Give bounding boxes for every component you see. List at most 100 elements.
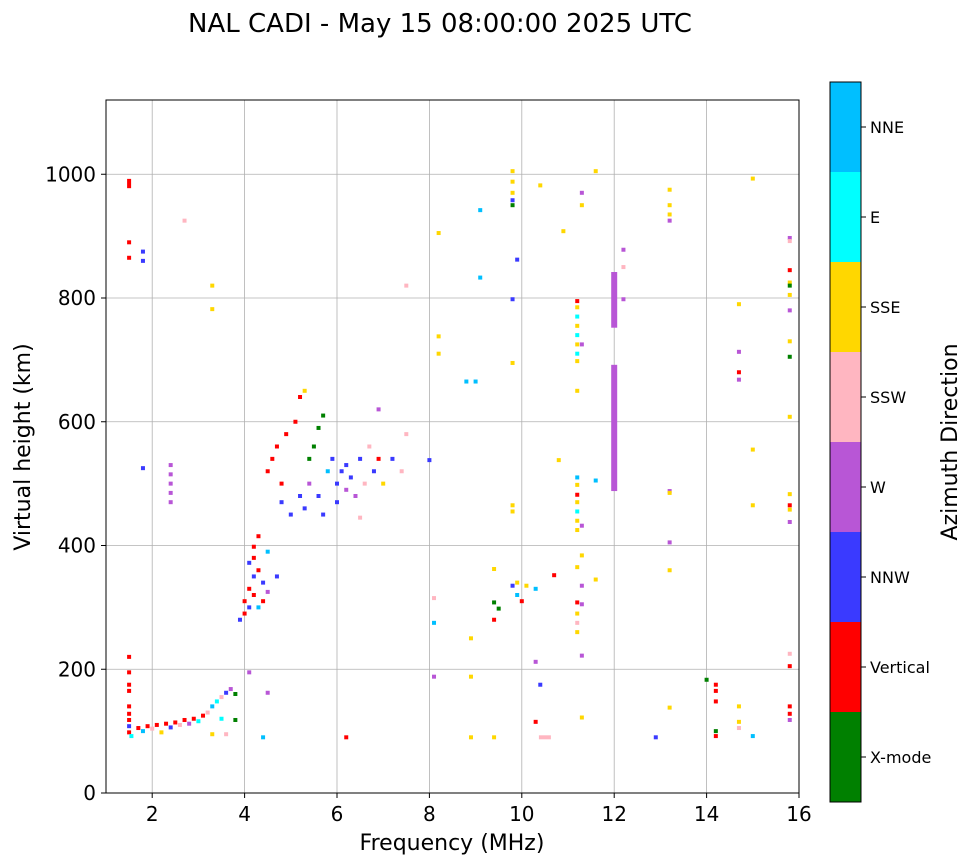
echo-point [274, 574, 279, 579]
x-tick-label: 14 [694, 802, 719, 826]
echo-point [787, 519, 792, 524]
echo-point [376, 456, 381, 461]
echo-point [579, 342, 584, 347]
echo-point [750, 503, 755, 508]
echo-point [713, 729, 718, 734]
plot-area [106, 100, 799, 793]
echo-point [510, 169, 515, 174]
echo-point [556, 458, 561, 463]
echo-point [579, 602, 584, 607]
echo-point [288, 512, 293, 517]
echo-point [515, 257, 520, 262]
y-axis-ticks: 0 200 400 600 800 1000 [45, 162, 106, 805]
echo-point [339, 469, 344, 474]
echo-point [205, 710, 210, 715]
echo-point [210, 704, 215, 709]
echo-point [145, 724, 150, 729]
echo-point [667, 218, 672, 223]
colorbar-segment [830, 622, 861, 712]
echo-point [468, 636, 473, 641]
echo-point [538, 682, 543, 687]
echo-point [335, 500, 339, 505]
echo-point [533, 586, 538, 591]
echo-point [251, 544, 256, 549]
x-tick-label: 10 [509, 802, 534, 826]
echo-bar [611, 364, 618, 492]
echo-point [358, 515, 363, 520]
echo-point [348, 475, 353, 480]
echo-point [302, 388, 307, 393]
x-tick-label: 2 [146, 802, 159, 826]
x-tick-label: 8 [423, 802, 436, 826]
echo-point [261, 580, 266, 585]
echo-point [750, 447, 755, 452]
echo-point [224, 732, 229, 737]
colorbar-tick-label: SSE [870, 298, 900, 317]
echo-point [376, 407, 381, 412]
echo-point [265, 690, 270, 695]
echo-point [464, 379, 469, 384]
echo-point [168, 500, 173, 505]
echo-point [575, 565, 580, 570]
echo-point [787, 354, 792, 359]
echo-point [362, 481, 367, 486]
echo-point [140, 258, 145, 263]
colorbar-segment [830, 172, 861, 262]
echo-point [127, 717, 132, 722]
echo-point [298, 395, 303, 399]
echo-point [575, 611, 580, 616]
echo-point [316, 425, 321, 430]
echo-point [436, 351, 441, 356]
echo-point [575, 630, 580, 635]
x-tick-label: 16 [786, 802, 811, 826]
echo-point [159, 730, 164, 735]
echo-point [552, 573, 557, 578]
echo-point [653, 735, 658, 740]
echo-point [256, 568, 261, 573]
echo-point [468, 735, 473, 740]
colorbar-tick-label: W [870, 478, 886, 497]
echo-point [579, 190, 584, 195]
x-tick-label: 4 [238, 802, 251, 826]
echo-point [579, 583, 584, 588]
chart-title: NAL CADI - May 15 08:00:00 2025 UTC [188, 9, 692, 39]
echo-point [736, 302, 741, 307]
x-axis-label: Frequency (MHz) [360, 831, 545, 856]
colorbar-tick-label: SSW [870, 388, 906, 407]
echo-point [575, 359, 580, 364]
echo-point [621, 297, 626, 302]
echo-point [787, 492, 792, 497]
echo-point [750, 734, 755, 739]
echo-point [575, 333, 580, 338]
echo-point [427, 458, 432, 463]
echo-point [228, 687, 233, 692]
echo-point [140, 249, 145, 254]
echo-point [321, 413, 326, 418]
echo-point [247, 560, 252, 565]
echo-point [787, 717, 792, 722]
echo-point [515, 580, 520, 585]
echo-point [704, 677, 709, 682]
echo-point [140, 466, 145, 471]
echo-point [593, 577, 598, 582]
echo-points [127, 169, 792, 740]
echo-point [510, 509, 515, 514]
echo-point [224, 690, 229, 695]
echo-point [621, 265, 626, 270]
echo-point [168, 472, 173, 477]
echo-point [510, 297, 515, 302]
colorbar-tick-label: E [870, 208, 880, 227]
y-tick-label: 0 [83, 781, 96, 805]
echo-point [496, 606, 501, 611]
echo-point [247, 670, 252, 675]
y-axis-label: Virtual height (km) [11, 343, 36, 550]
echo-point [182, 717, 187, 722]
x-axis-ticks: 2 4 6 8 10 12 14 16 [146, 793, 812, 826]
colorbar-tick-label: NNW [870, 568, 910, 587]
echo-point [538, 735, 551, 740]
echo-point [191, 716, 196, 721]
echo-point [127, 730, 132, 735]
echo-point [667, 705, 672, 710]
echo-point [787, 308, 792, 313]
height-bars [611, 272, 618, 492]
